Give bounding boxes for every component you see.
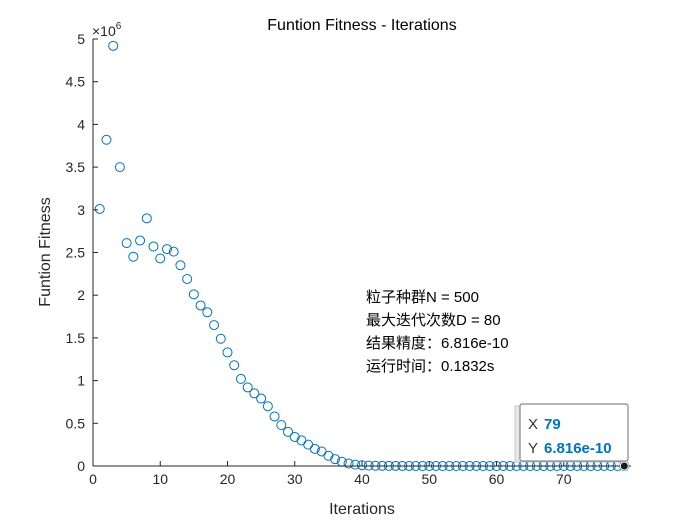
datatip-x-value: 79 [544, 416, 561, 433]
data-point [114, 162, 125, 173]
y-tick-label: 4.5 [66, 74, 86, 90]
annotation-line-population: 粒子种群N = 500 [366, 289, 479, 306]
data-point [155, 253, 166, 264]
data-point [222, 347, 233, 358]
y-tick-label: 4 [77, 116, 85, 132]
data-point [249, 388, 260, 399]
data-point [101, 134, 112, 145]
y-tick-label: 1 [77, 373, 85, 389]
plot-area [93, 39, 631, 466]
data-point [283, 426, 294, 437]
data-point [128, 251, 139, 262]
y-tick-label: 2.5 [66, 245, 86, 261]
y-tick-label: 0.5 [66, 415, 86, 431]
data-point [357, 460, 367, 471]
data-point [168, 246, 179, 257]
x-tick-label: 50 [421, 471, 437, 487]
data-point [269, 411, 280, 422]
y-exponent-label: ×106 [92, 21, 122, 39]
datatip-y-key: Y [528, 440, 538, 457]
annotation-line-runtime: 运行时间：0.1832s [366, 358, 494, 375]
data-point [161, 244, 172, 255]
data-point [350, 459, 361, 470]
data-point [242, 382, 253, 393]
datatip-x-key: X [528, 416, 538, 433]
y-tick-label: 5 [77, 31, 85, 47]
data-point [256, 393, 267, 404]
y-axis-title: Funtion Fitness [37, 197, 54, 306]
data-point [182, 273, 193, 284]
datatip-box[interactable] [519, 403, 629, 462]
datatip-marker[interactable] [619, 461, 629, 471]
x-axis-title: Iterations [329, 501, 395, 518]
datatip[interactable]: X 79 Y 6.816e-10 [514, 403, 629, 471]
x-tick-label: 20 [220, 471, 236, 487]
data-point [309, 443, 320, 454]
x-tick-label: 30 [287, 471, 303, 487]
data-point [330, 454, 341, 465]
y-exponent-base: ×10 [92, 23, 116, 39]
y-tick-label: 3 [77, 202, 85, 218]
y-tick-label: 1.5 [66, 330, 86, 346]
annotation-line-max-iterations: 最大迭代次数D = 80 [366, 312, 501, 329]
data-point [121, 238, 132, 249]
data-point [94, 203, 105, 214]
data-point [135, 235, 146, 246]
y-tick-labels: 0 0.5 1 1.5 2 2.5 3 3.5 4 4.5 5 [66, 31, 86, 474]
axes [92, 38, 631, 467]
data-point [175, 260, 186, 271]
annotation-text: 粒子种群N = 500 最大迭代次数D = 80 结果精度：6.816e-10 … [366, 289, 509, 375]
data-point [188, 289, 199, 300]
data-point [141, 213, 152, 224]
x-tick-label: 0 [89, 471, 97, 487]
x-tick-label: 40 [354, 471, 370, 487]
y-tick-label: 0 [77, 458, 85, 474]
data-point [202, 307, 213, 318]
y-tick-label: 3.5 [66, 159, 86, 175]
x-tick-labels: 0 10 20 30 40 50 60 70 [89, 471, 572, 487]
data-point [323, 450, 334, 461]
data-point [148, 241, 159, 252]
data-point [215, 333, 226, 344]
data-point [195, 300, 206, 311]
data-point [276, 420, 287, 431]
data-point [209, 320, 220, 331]
data-point [262, 401, 273, 412]
data-point [108, 40, 119, 51]
chart-title: Funtion Fitness - Iterations [267, 17, 456, 34]
data-point [229, 360, 240, 371]
y-tick-label: 2 [77, 287, 85, 303]
data-point [235, 373, 246, 384]
datatip-y-value: 6.816e-10 [544, 440, 612, 457]
y-exponent-power: 6 [116, 21, 122, 32]
annotation-line-precision: 结果精度：6.816e-10 [366, 335, 509, 352]
x-tick-label: 60 [489, 471, 505, 487]
data-point [343, 458, 354, 469]
data-point [289, 431, 300, 442]
x-tick-label: 10 [152, 471, 168, 487]
x-tick-label: 70 [556, 471, 572, 487]
